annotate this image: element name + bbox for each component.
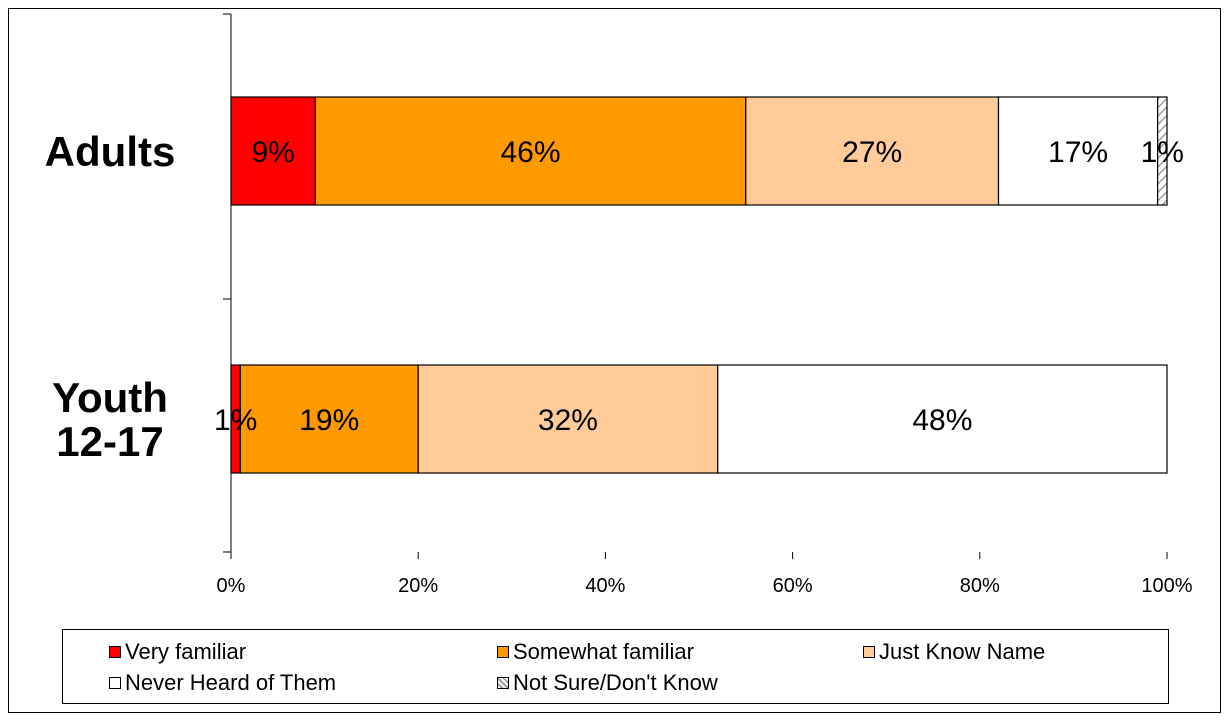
legend-label: Just Know Name bbox=[879, 639, 1046, 664]
legend-item: Not Sure/Don't Know bbox=[497, 670, 718, 696]
legend-label: Not Sure/Don't Know bbox=[513, 670, 718, 695]
data-label: 46% bbox=[500, 136, 560, 169]
legend-swatch bbox=[109, 646, 121, 658]
legend-item: Just Know Name bbox=[863, 639, 1045, 665]
legend-swatch bbox=[497, 646, 509, 658]
chart-legend: Very familiar Somewhat familiar Just Know … bbox=[62, 629, 1169, 704]
data-label: 48% bbox=[912, 404, 972, 437]
bar-segment bbox=[997, 96, 1159, 206]
bar-segment bbox=[314, 96, 747, 206]
data-label: 19% bbox=[299, 404, 359, 437]
x-tick-label: 0% bbox=[217, 575, 246, 597]
legend-swatch bbox=[109, 677, 121, 689]
x-tick-label: 80% bbox=[960, 575, 1000, 597]
bar-segment bbox=[417, 364, 719, 474]
data-label: 32% bbox=[538, 404, 598, 437]
legend-swatch bbox=[497, 677, 509, 689]
category-label: Youth bbox=[52, 374, 168, 421]
chart-bars bbox=[230, 96, 1168, 474]
bar-segment bbox=[230, 96, 316, 206]
data-label: 17% bbox=[1048, 136, 1108, 169]
x-tick-label: 100% bbox=[1141, 575, 1192, 597]
data-label: 27% bbox=[842, 136, 902, 169]
legend-item: Somewhat familiar bbox=[497, 639, 694, 665]
data-label: 1% bbox=[1141, 136, 1184, 169]
data-label: 1% bbox=[214, 404, 257, 437]
legend-swatch bbox=[863, 646, 875, 658]
legend-item: Very familiar bbox=[109, 639, 246, 665]
x-tick-label: 60% bbox=[773, 575, 813, 597]
bar-segment bbox=[717, 364, 1168, 474]
data-label: 9% bbox=[251, 136, 294, 169]
x-tick-label: 40% bbox=[585, 575, 625, 597]
x-tick-label: 20% bbox=[398, 575, 438, 597]
bar-segment bbox=[239, 364, 419, 474]
bar-segment bbox=[745, 96, 1000, 206]
legend-label: Very familiar bbox=[125, 639, 247, 664]
legend-label: Never Heard of Them bbox=[125, 670, 337, 695]
category-label: Adults bbox=[45, 128, 176, 175]
legend-item: Never Heard of Them bbox=[109, 670, 336, 696]
bar-segment bbox=[1157, 96, 1168, 206]
category-label: 12-17 bbox=[56, 418, 163, 465]
legend-label: Somewhat familiar bbox=[513, 639, 694, 664]
